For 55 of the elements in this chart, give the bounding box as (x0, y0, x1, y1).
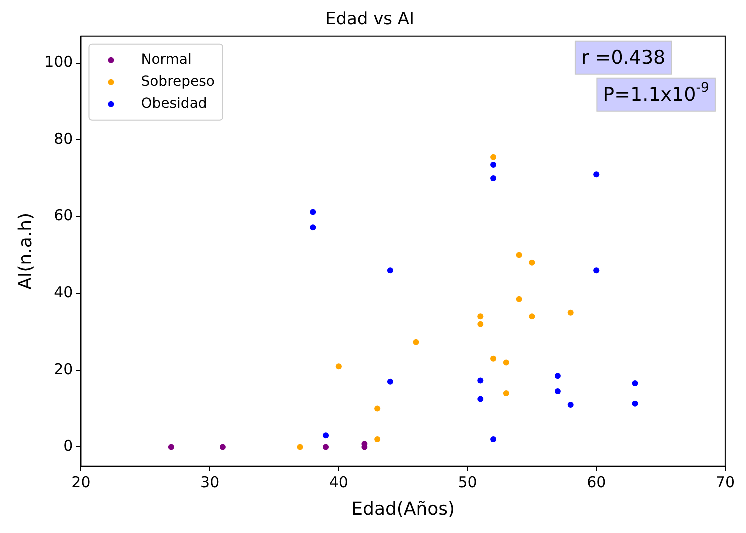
point (168, 444, 174, 450)
point (568, 402, 574, 408)
point (374, 406, 381, 412)
x-tick-label: 30 (200, 473, 220, 492)
point (568, 310, 574, 316)
point (413, 339, 420, 346)
point (336, 364, 342, 370)
point (490, 154, 497, 160)
x-tick-label: 60 (587, 473, 606, 492)
x-tick-label: 50 (458, 473, 478, 492)
point (387, 268, 394, 274)
y-axis-title: AI(n.a.h) (15, 212, 36, 290)
chart-title: Edad vs AI (325, 10, 415, 30)
point (310, 224, 316, 231)
point (478, 314, 484, 320)
point (516, 252, 522, 258)
legend-label: Sobrepeso (141, 74, 215, 90)
point (529, 314, 536, 320)
point (478, 321, 484, 328)
point (503, 360, 510, 366)
point (374, 436, 381, 443)
point (490, 356, 497, 362)
point (594, 268, 600, 274)
point (297, 444, 304, 450)
point (529, 260, 536, 266)
point (554, 373, 561, 380)
x-tick-label: 40 (329, 473, 348, 492)
point (478, 396, 484, 402)
y-tick-label: 40 (54, 284, 74, 302)
x-axis-title: Edad(Años) (352, 498, 456, 520)
legend-label: Obesidad (141, 96, 208, 112)
y-tick-label: 60 (54, 206, 74, 225)
x-tick-label: 70 (716, 473, 736, 492)
point (323, 432, 330, 439)
point (310, 209, 316, 216)
point (478, 378, 484, 384)
x-tick-label: 20 (72, 473, 91, 492)
y-tick-label: 20 (54, 360, 74, 378)
point (554, 388, 561, 395)
y-tick-label: 100 (44, 53, 74, 72)
point (490, 175, 497, 182)
annotation: r =0.438 (581, 46, 666, 69)
point (516, 296, 522, 302)
point (632, 380, 638, 386)
point (323, 444, 330, 450)
point (387, 378, 394, 385)
point (490, 436, 497, 443)
y-tick-label: 0 (64, 437, 74, 456)
point (632, 400, 638, 407)
legend-label: Normal (141, 52, 192, 68)
point (220, 444, 226, 450)
y-tick-label: 80 (54, 130, 74, 148)
point (594, 172, 600, 178)
point (503, 390, 510, 396)
point (490, 162, 497, 168)
